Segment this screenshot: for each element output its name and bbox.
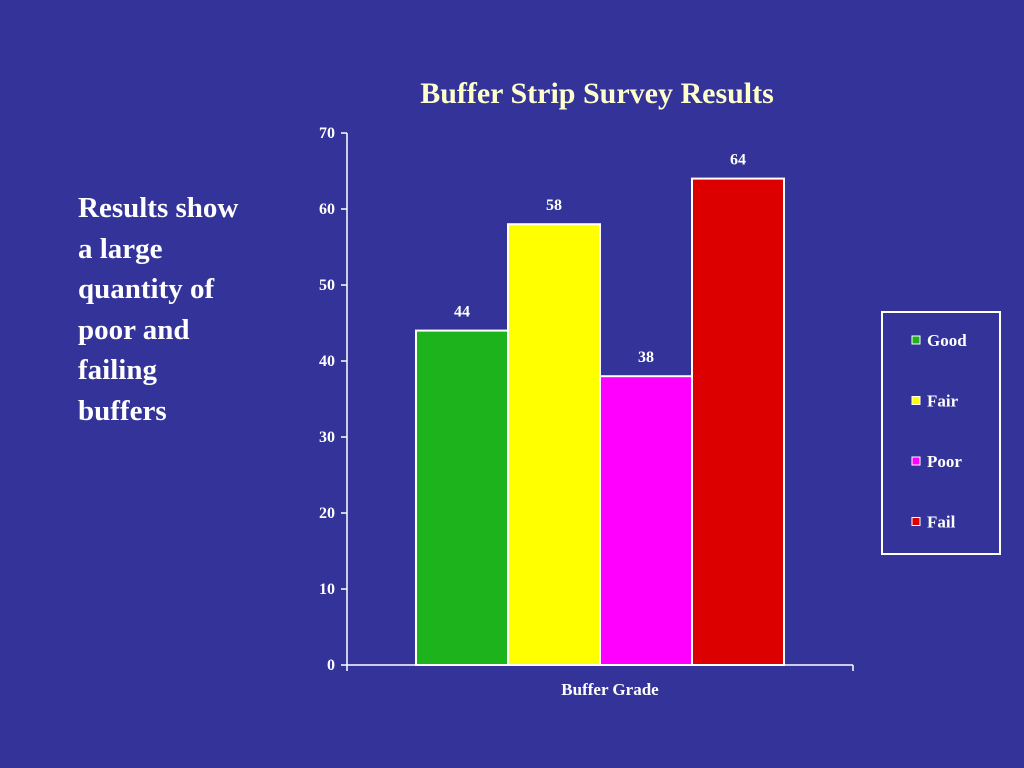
legend-box (881, 311, 1001, 555)
bar-good (415, 329, 509, 666)
legend-items: Good Fair Poor Fail (911, 331, 967, 532)
legend-swatch-good (911, 335, 921, 345)
y-tick-label: 20 (319, 505, 335, 522)
bar-fail (691, 177, 785, 666)
data-label-fail: 64 (730, 152, 746, 169)
summary-text: Results show a large quantity of poor an… (78, 192, 239, 427)
y-tick-label: 10 (319, 581, 335, 598)
chart-title: Buffer Strip Survey Results (420, 77, 774, 110)
x-axis-label: Buffer Grade (561, 680, 659, 699)
data-label-poor: 38 (638, 349, 654, 366)
y-tick-label: 70 (319, 125, 335, 142)
y-tick-label: 0 (327, 657, 335, 674)
bars-layer (415, 177, 785, 666)
data-label-good: 44 (454, 304, 470, 321)
data-label-fair: 58 (546, 197, 562, 214)
legend-label-good: Good (927, 331, 967, 350)
legend-swatch-poor (911, 456, 921, 466)
y-tick-label: 30 (319, 429, 335, 446)
y-tick-label: 40 (319, 353, 335, 370)
y-ticks-layer: 0 10 20 30 40 50 60 70 (319, 125, 347, 674)
bar-fair (507, 223, 601, 666)
legend-swatch-fail (911, 517, 921, 526)
legend-label-fail: Fail (927, 513, 956, 532)
legend-label-fair: Fair (927, 392, 959, 411)
value-labels-layer: 44 58 38 64 (454, 152, 746, 367)
y-tick-label: 50 (319, 277, 335, 294)
y-tick-label: 60 (319, 201, 335, 218)
legend-swatch-fair (911, 396, 921, 405)
bar-poor (599, 375, 693, 666)
legend: Good Fair Poor Fail (881, 311, 1001, 555)
legend-label-poor: Poor (927, 452, 962, 471)
